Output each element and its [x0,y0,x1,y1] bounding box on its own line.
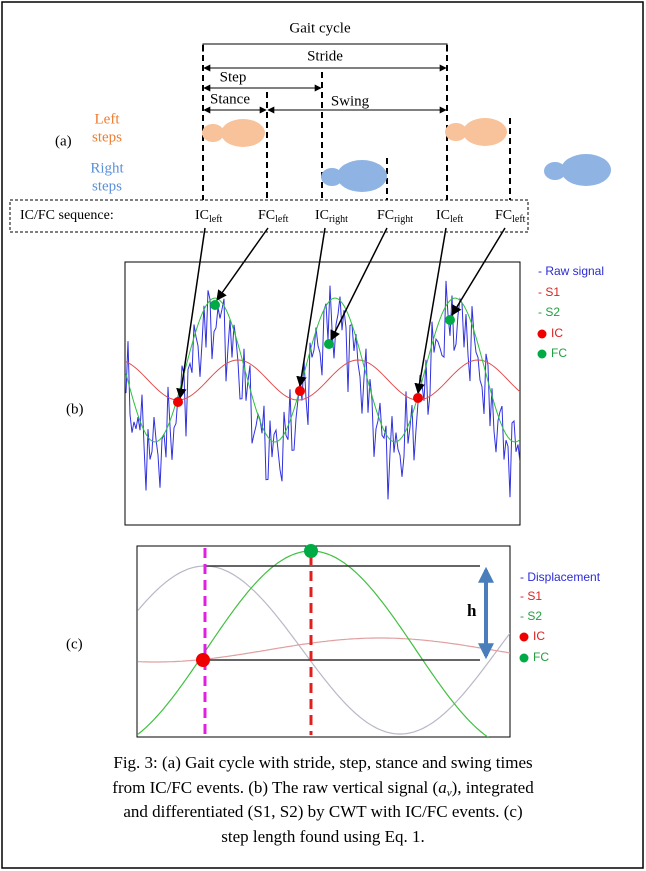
legend-ic-dot [520,633,529,642]
stride-label: Stride [307,48,343,64]
legend-s1: - S1 [520,589,542,603]
right-steps-1: Right [90,160,124,176]
left-steps-1: Left [95,111,121,127]
panel-c-label: (c) [66,636,83,652]
legend-raw: - Raw signal [538,264,604,278]
left-steps-2: steps [92,129,122,145]
caption-line: step length found using Eq. 1. [221,827,425,846]
legend-fc-dot [520,654,529,663]
event-point [413,393,423,403]
event-point [173,397,183,407]
caption: Fig. 3: (a) Gait cycle with stride, step… [112,753,534,846]
panel-a-label: (a) [55,133,72,149]
legend-ic-dot [538,330,547,339]
right-feet [321,154,611,192]
ic-point [196,653,210,667]
legend-fc-dot [538,350,547,359]
figure: Gait cycle Stride Step Stance Swing (a) … [0,0,646,871]
event-point [445,315,455,325]
step-label: Step [220,69,247,85]
legend-displacement: - Displacement [520,570,601,584]
legend-fc: FC [551,346,567,360]
legend-fc: FC [533,650,549,664]
event-point [295,386,305,396]
panel-c: (c) h - Displacement - S1 - S2 IC FC [66,544,601,748]
left-feet [202,118,507,147]
sequence-label: IC/FC sequence: [20,208,114,223]
caption-line: from IC/FC events. (b) The raw vertical … [112,778,534,799]
legend-ic: IC [551,326,563,340]
event-point [210,300,220,310]
swing-label: Swing [331,93,370,109]
legend-s1: - S1 [538,285,560,299]
panel-a: Gait cycle Stride Step Stance Swing (a) … [10,20,611,232]
caption-line: Fig. 3: (a) Gait cycle with stride, step… [113,753,532,772]
panel-b-label: (b) [66,401,84,417]
right-steps-2: steps [92,178,122,194]
gait-cycle-label: Gait cycle [289,20,351,36]
legend-s2: - S2 [520,609,542,623]
panel-b: (b) - Raw signal - S1 - S2 IC FC [66,262,604,525]
event-point [324,339,334,349]
legend-s2: - S2 [538,305,560,319]
stance-label: Stance [210,91,250,107]
h-label: h [467,601,477,620]
fc-point [304,544,318,558]
legend-ic: IC [533,629,545,643]
caption-line: and differentiated (S1, S2) by CWT with … [123,802,522,821]
